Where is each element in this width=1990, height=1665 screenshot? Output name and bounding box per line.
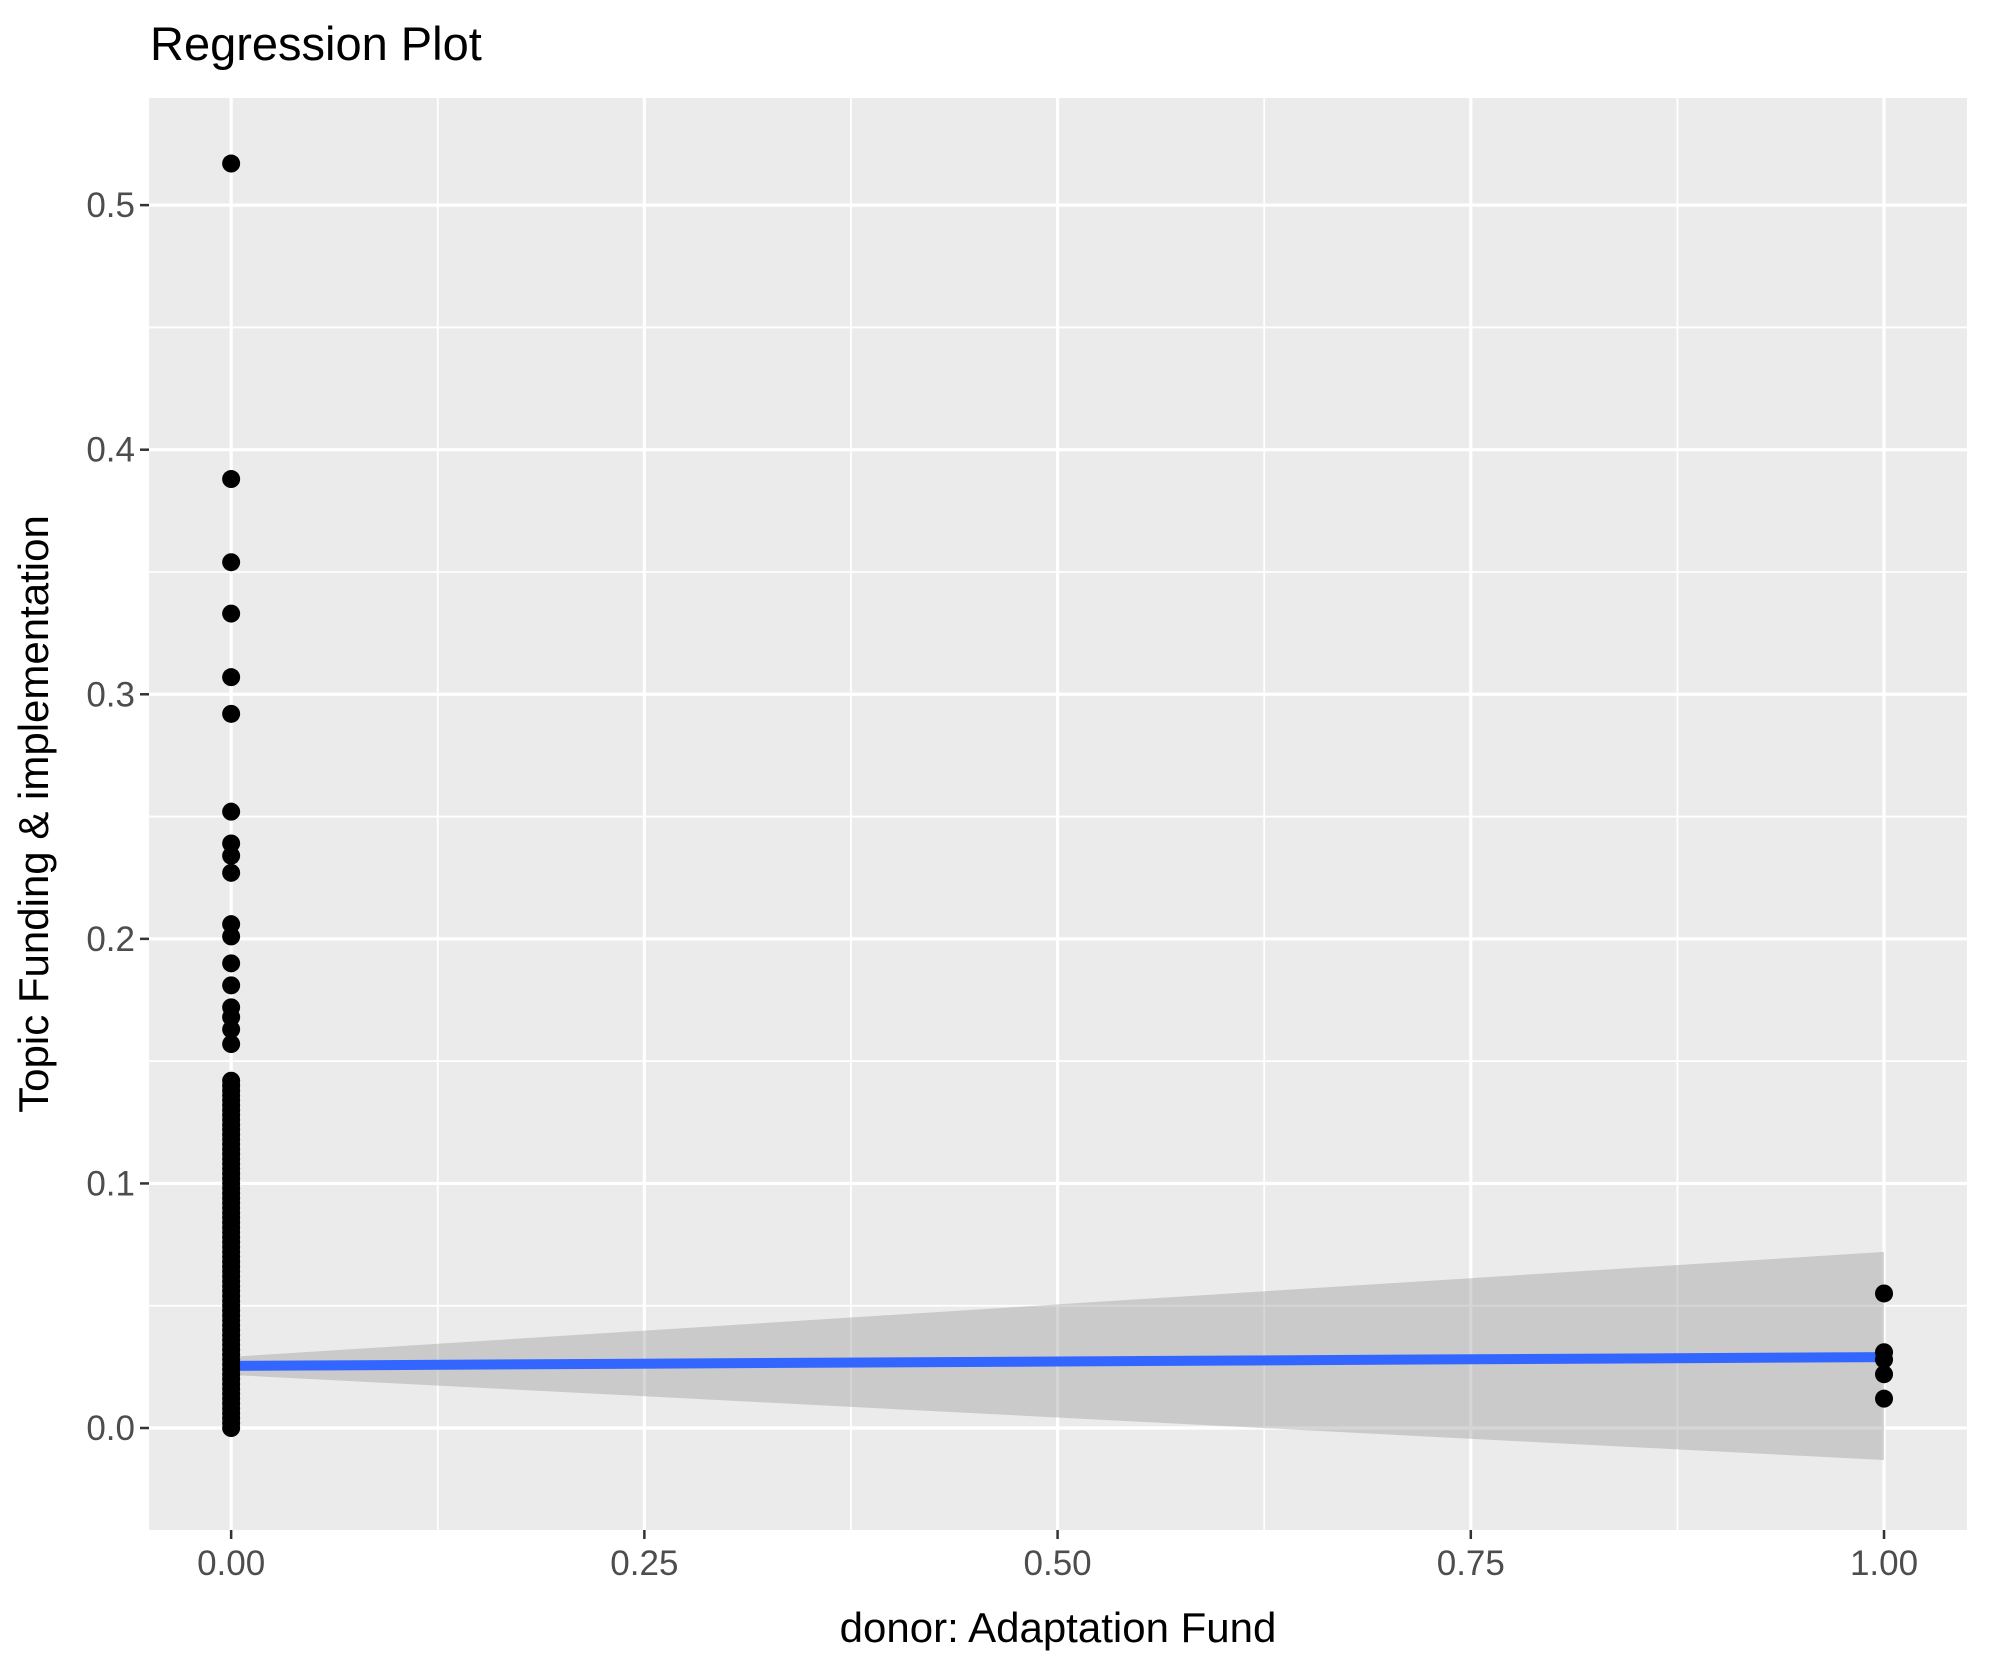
data-point [222,954,241,973]
x-axis-title: donor: Adaptation Fund [840,1604,1277,1651]
x-tick-label: 1.00 [1850,1544,1918,1583]
scatter-points [222,154,1894,1438]
y-tick-label: 0.2 [86,920,135,959]
y-tick-label: 0.3 [86,675,135,714]
data-point [222,604,241,623]
data-point [222,1035,241,1054]
data-point [222,668,241,687]
y-axis-title: Topic Funding & implementation [10,515,57,1113]
data-point [222,927,241,946]
data-point [222,704,241,723]
x-tick-label: 0.00 [197,1544,265,1583]
data-point [222,846,241,865]
regression-line [226,1352,1890,1371]
y-tick-label: 0.5 [86,186,135,225]
data-point [222,154,241,173]
data-point [222,553,241,572]
data-point [222,802,241,821]
chart-title: Regression Plot [150,17,482,70]
data-point [1875,1284,1894,1303]
data-point [222,976,241,995]
data-point [1875,1365,1894,1384]
axis-tick-marks [140,203,1886,1539]
y-tick-label: 0.4 [86,431,135,470]
x-tick-label: 0.75 [1437,1544,1505,1583]
data-point [222,1419,241,1438]
x-tick-label: 0.25 [610,1544,678,1583]
x-tick-label: 0.50 [1024,1544,1092,1583]
y-tick-label: 0.0 [86,1409,135,1448]
x-tick-labels: 0.00 0.25 0.50 0.75 1.00 [197,1544,1918,1583]
data-point [1875,1350,1894,1369]
y-tick-labels: 0.0 0.1 0.2 0.3 0.4 0.5 [86,186,135,1448]
confidence-band [231,1251,1885,1461]
data-point [1875,1389,1894,1408]
y-tick-label: 0.1 [86,1164,135,1203]
data-point [222,470,241,489]
data-point [222,863,241,882]
data-point [222,1020,241,1039]
